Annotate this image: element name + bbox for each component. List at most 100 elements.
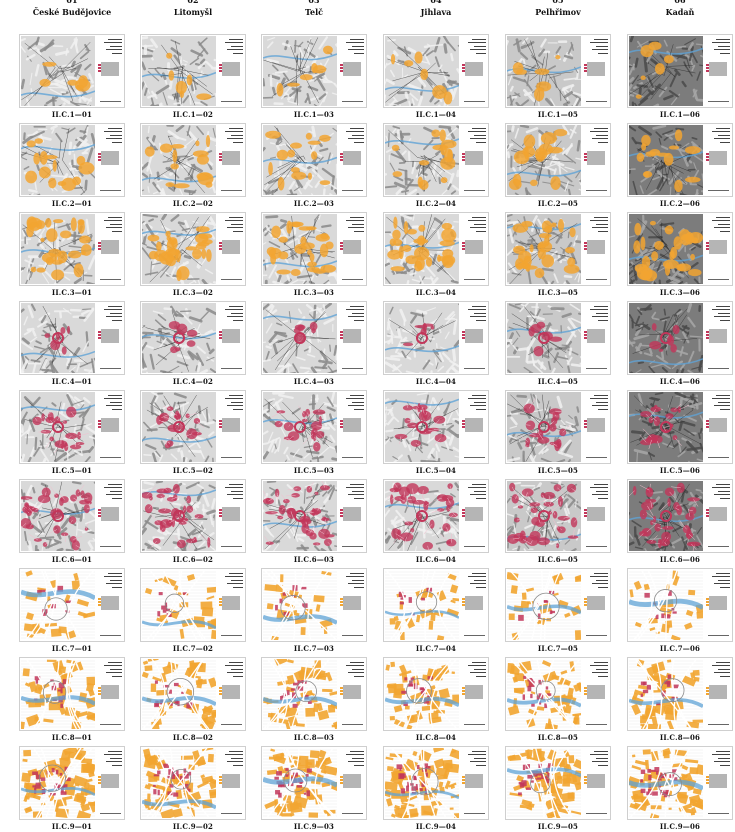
legend-swatch xyxy=(340,331,343,333)
map-thumbnail[interactable] xyxy=(19,657,125,731)
map-thumbnail[interactable] xyxy=(261,123,367,197)
legend-box xyxy=(343,240,361,254)
legend-swatch xyxy=(340,779,343,781)
legend-swatch xyxy=(340,690,343,692)
map-thumbnail[interactable] xyxy=(383,123,489,197)
legend-swatch xyxy=(340,245,343,247)
scale-bar xyxy=(586,368,607,369)
legend-text-line xyxy=(110,313,122,314)
map-thumbnail[interactable] xyxy=(19,301,125,375)
legend-text-line xyxy=(106,49,122,50)
map-thumbnail[interactable] xyxy=(261,212,367,286)
map-thumbnail[interactable] xyxy=(383,301,489,375)
map-thumbnail[interactable] xyxy=(19,746,125,820)
map-thumbnail[interactable] xyxy=(140,657,246,731)
legend-text-line xyxy=(714,494,730,495)
map-thumbnail[interactable] xyxy=(505,479,611,553)
legend-swatch xyxy=(340,509,343,511)
map-thumbnail[interactable] xyxy=(627,479,733,553)
legend-text-line xyxy=(470,583,486,584)
legend-text-line xyxy=(104,42,122,43)
map-thumbnail[interactable] xyxy=(627,568,733,642)
map-thumbnail[interactable] xyxy=(140,568,246,642)
map-thumbnail[interactable] xyxy=(383,746,489,820)
legend-text-line xyxy=(468,131,486,132)
legend-text-line xyxy=(468,220,486,221)
legend-text-line xyxy=(348,405,364,406)
map-thumbnail[interactable] xyxy=(383,34,489,108)
legend-swatch xyxy=(462,598,465,600)
legend-text-line xyxy=(225,487,243,488)
legend-box xyxy=(587,62,605,76)
legend-text-line xyxy=(233,765,243,766)
legend-text-line xyxy=(474,758,486,759)
map-thumbnail[interactable] xyxy=(627,657,733,731)
map-thumbnail[interactable] xyxy=(261,568,367,642)
map-thumbnail[interactable] xyxy=(140,212,246,286)
legend-box xyxy=(709,240,727,254)
legend-text-line xyxy=(231,758,243,759)
map-caption: II.C.4—02 xyxy=(172,377,214,386)
legend-text-line xyxy=(718,402,730,403)
legend-swatch xyxy=(98,693,101,695)
map-thumbnail[interactable] xyxy=(383,390,489,464)
legend-text-line xyxy=(354,142,364,143)
map-legend xyxy=(461,481,488,551)
map-thumbnail[interactable] xyxy=(383,568,489,642)
legend-text-line xyxy=(233,320,243,321)
map-thumbnail[interactable] xyxy=(19,568,125,642)
map-caption: II.C.2—06 xyxy=(659,199,701,208)
map-thumbnail[interactable] xyxy=(261,34,367,108)
map-thumbnail[interactable] xyxy=(627,123,733,197)
map-thumbnail[interactable] xyxy=(19,123,125,197)
map-thumbnail[interactable] xyxy=(19,34,125,108)
map-thumbnail[interactable] xyxy=(140,479,246,553)
map-thumbnail[interactable] xyxy=(627,746,733,820)
legend-box xyxy=(709,596,727,610)
map-thumbnail[interactable] xyxy=(383,657,489,731)
map-thumbnail[interactable] xyxy=(261,479,367,553)
map-thumbnail[interactable] xyxy=(383,479,489,553)
map-thumbnail[interactable] xyxy=(140,390,246,464)
map-thumbnail[interactable] xyxy=(140,123,246,197)
map-thumbnail[interactable] xyxy=(505,301,611,375)
map-thumbnail[interactable] xyxy=(140,301,246,375)
map-thumbnail[interactable] xyxy=(505,657,611,731)
legend-text-line xyxy=(598,765,608,766)
legend-swatch xyxy=(706,67,709,69)
legend-text-line xyxy=(225,398,243,399)
map-thumbnail[interactable] xyxy=(505,212,611,286)
map-thumbnail[interactable] xyxy=(261,301,367,375)
map-thumbnail[interactable] xyxy=(261,390,367,464)
map-thumbnail[interactable] xyxy=(261,657,367,731)
map-thumbnail[interactable] xyxy=(505,34,611,108)
legend-swatch xyxy=(584,687,587,689)
map-thumbnail[interactable] xyxy=(505,390,611,464)
legend-text-line xyxy=(348,761,364,762)
scale-bar xyxy=(708,279,729,280)
map-thumbnail[interactable] xyxy=(140,746,246,820)
map-image xyxy=(21,125,95,195)
map-thumbnail[interactable] xyxy=(505,568,611,642)
map-image xyxy=(507,481,581,551)
map-thumbnail[interactable] xyxy=(627,301,733,375)
map-thumbnail[interactable] xyxy=(505,746,611,820)
map-thumbnail[interactable] xyxy=(627,34,733,108)
legend-swatch xyxy=(219,604,222,606)
map-thumbnail[interactable] xyxy=(383,212,489,286)
map-thumbnail[interactable] xyxy=(140,34,246,108)
map-thumbnail[interactable] xyxy=(19,390,125,464)
map-thumbnail[interactable] xyxy=(627,212,733,286)
map-thumbnail[interactable] xyxy=(505,123,611,197)
legend-text-line xyxy=(112,587,122,588)
map-image xyxy=(142,659,216,729)
map-thumbnail[interactable] xyxy=(19,479,125,553)
legend-text-line xyxy=(233,142,243,143)
legend-swatch xyxy=(98,242,101,244)
map-thumbnail[interactable] xyxy=(261,746,367,820)
map-thumbnail[interactable] xyxy=(627,390,733,464)
map-thumbnail[interactable] xyxy=(19,212,125,286)
legend-swatch xyxy=(219,509,222,511)
legend-text-line xyxy=(476,320,486,321)
map-image xyxy=(385,214,459,284)
